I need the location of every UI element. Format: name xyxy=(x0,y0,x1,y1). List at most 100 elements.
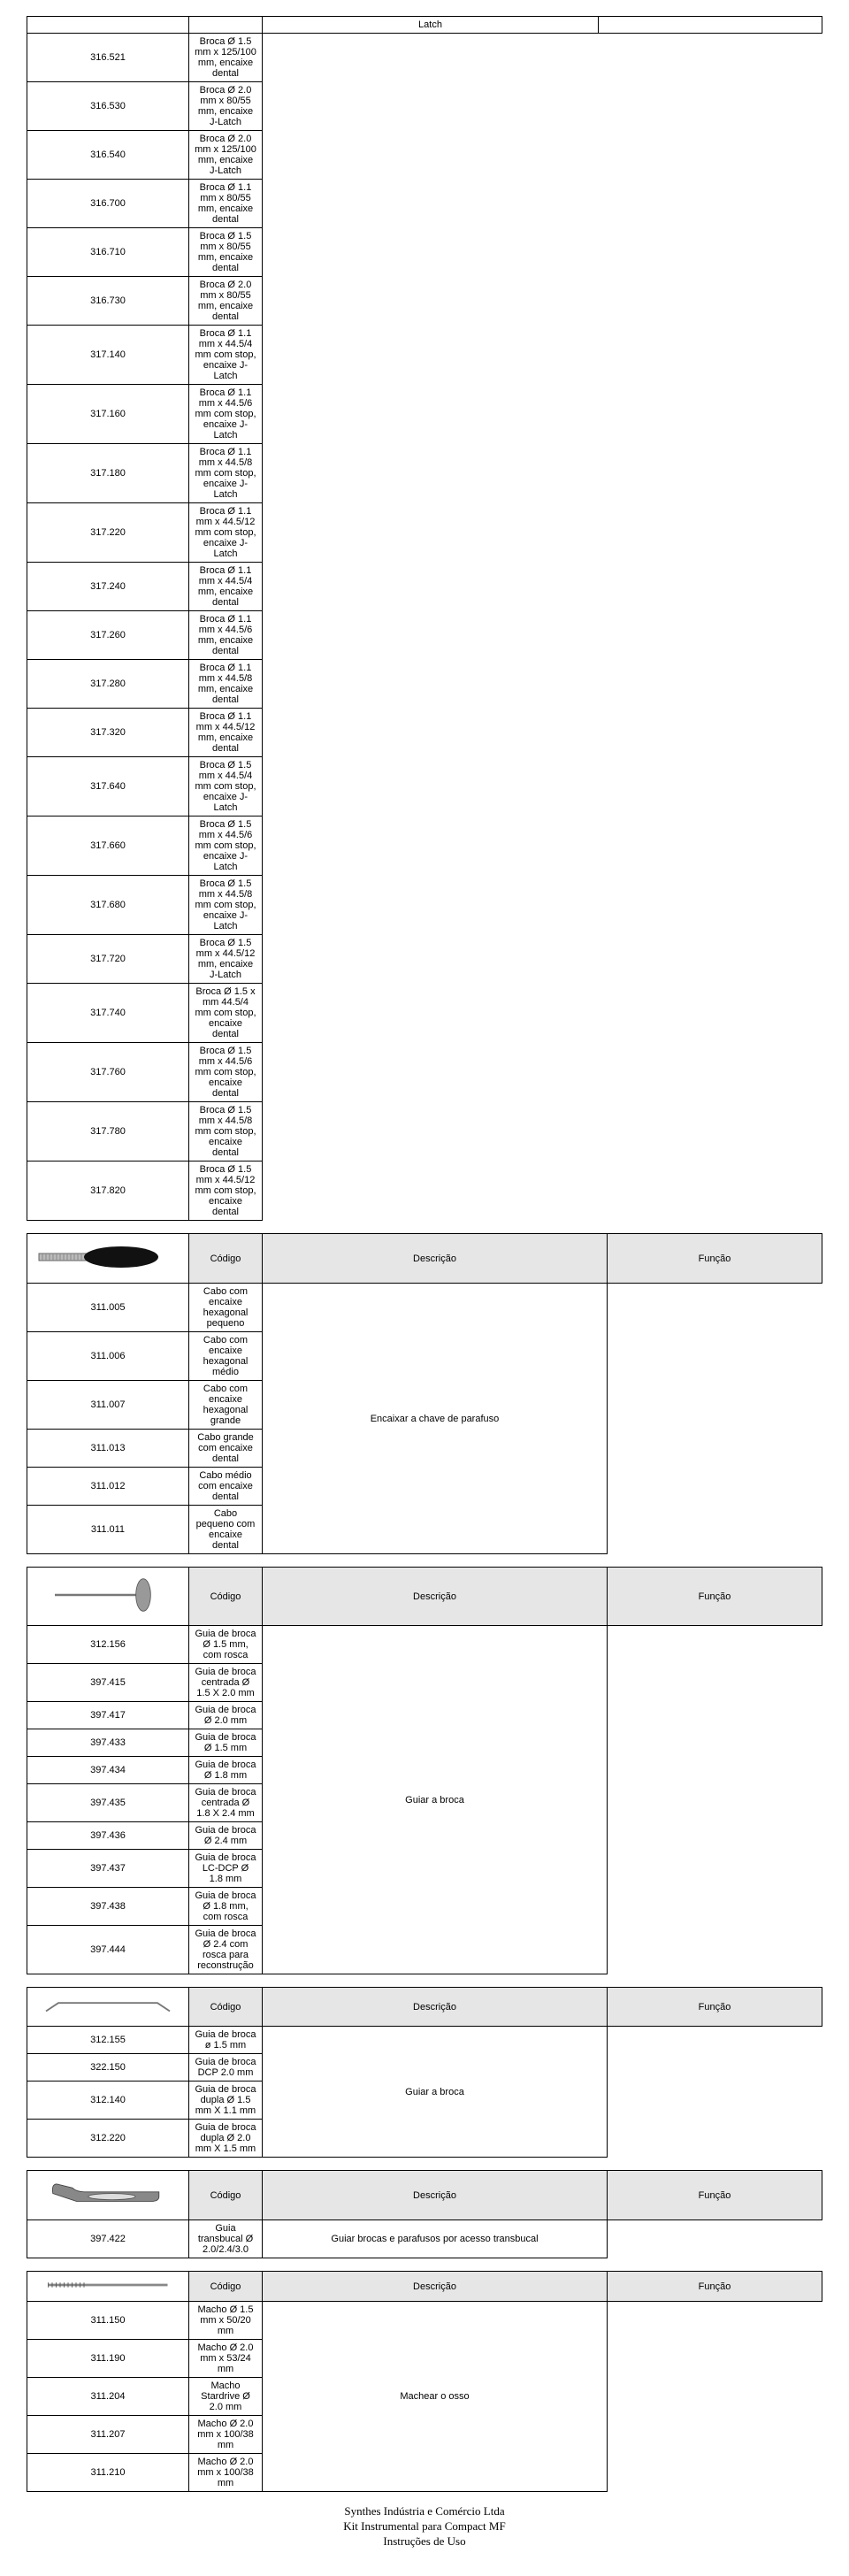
code-cell: 317.740 xyxy=(27,984,189,1043)
header-descricao: Descrição xyxy=(263,2272,608,2302)
desc-cell: Broca Ø 1.1 mm x 44.5/6 mm com stop, enc… xyxy=(189,385,263,444)
table-row: 316.710Broca Ø 1.5 mm x 80/55 mm, encaix… xyxy=(27,228,822,277)
desc-cell: Cabo com encaixe hexagonal médio xyxy=(189,1332,263,1381)
header-funcao: Função xyxy=(608,2171,822,2220)
transbucal-image xyxy=(27,2171,189,2220)
code-cell: 312.156 xyxy=(27,1626,189,1664)
drill-guide-image xyxy=(27,1568,189,1626)
code-cell: 317.680 xyxy=(27,876,189,935)
header-codigo: Código xyxy=(189,1988,263,2027)
desc-cell: Guia de broca Ø 2.0 mm xyxy=(189,1702,263,1729)
desc-cell: Broca Ø 1.5 mm x 44.5/8 mm com stop, enc… xyxy=(189,1102,263,1162)
table-row: 312.155Guia de broca ø 1.5 mmGuiar a bro… xyxy=(27,2027,822,2054)
code-cell: 316.710 xyxy=(27,228,189,277)
table-row: 317.680Broca Ø 1.5 mm x 44.5/8 mm com st… xyxy=(27,876,822,935)
code-cell: 317.180 xyxy=(27,444,189,503)
table-row: 317.760Broca Ø 1.5 mm x 44.5/6 mm com st… xyxy=(27,1043,822,1102)
table-row: 317.780Broca Ø 1.5 mm x 44.5/8 mm com st… xyxy=(27,1102,822,1162)
code-cell: 311.013 xyxy=(27,1430,189,1468)
table-row: 397.422Guia transbucal Ø 2.0/2.4/3.0Guia… xyxy=(27,2220,822,2258)
desc-cell: Broca Ø 1.5 mm x 80/55 mm, encaixe denta… xyxy=(189,228,263,277)
thin-guide-bar-icon xyxy=(37,1993,179,2018)
handle-image xyxy=(27,1234,189,1284)
table-row: 317.660Broca Ø 1.5 mm x 44.5/6 mm com st… xyxy=(27,816,822,876)
code-cell: 397.434 xyxy=(27,1757,189,1784)
desc-cell: Guia de broca Ø 1.5 mm xyxy=(189,1729,263,1757)
desc-cell: Broca Ø 1.1 mm x 44.5/4 mm com stop, enc… xyxy=(189,326,263,385)
desc-cell: Guia de broca Ø 2.4 mm xyxy=(189,1822,263,1850)
desc-cell: Broca Ø 1.5 mm x 44.5/12 mm com stop, en… xyxy=(189,1162,263,1221)
table-row: 317.640Broca Ø 1.5 mm x 44.5/4 mm com st… xyxy=(27,757,822,816)
desc-cell: Cabo pequeno com encaixe dental xyxy=(189,1506,263,1554)
desc-cell: Macho Ø 2.0 mm x 100/38 mm xyxy=(189,2416,263,2454)
code-cell: 317.640 xyxy=(27,757,189,816)
table-row: 317.320Broca Ø 1.1 mm x 44.5/12 mm, enca… xyxy=(27,709,822,757)
desc-cell: Broca Ø 1.1 mm x 44.5/8 mm, encaixe dent… xyxy=(189,660,263,709)
code-cell: 317.260 xyxy=(27,611,189,660)
desc-cell: Guia de broca LC-DCP Ø 1.8 mm xyxy=(189,1850,263,1888)
tool-handle-icon xyxy=(37,1239,179,1275)
header-funcao: Função xyxy=(608,1234,822,1284)
desc-cell: Cabo médio com encaixe dental xyxy=(189,1468,263,1506)
header-funcao: Função xyxy=(608,1568,822,1626)
header-funcao: Função xyxy=(608,1988,822,2027)
drill-table: Latch 316.521Broca Ø 1.5 mm x 125/100 mm… xyxy=(27,16,822,1221)
drill-guide-table-2: Código Descrição Função 312.155Guia de b… xyxy=(27,1987,822,2158)
code-cell: 311.190 xyxy=(27,2340,189,2378)
desc-cell: Broca Ø 1.1 mm x 44.5/4 mm, encaixe dent… xyxy=(189,563,263,611)
code-cell: 316.521 xyxy=(27,34,189,82)
image-placeholder-left xyxy=(27,17,189,34)
code-cell: 311.007 xyxy=(27,1381,189,1430)
desc-cell: Broca Ø 1.5 mm x 44.5/4 mm com stop, enc… xyxy=(189,757,263,816)
code-cell: 312.140 xyxy=(27,2082,189,2120)
desc-cell: Cabo grande com encaixe dental xyxy=(189,1430,263,1468)
table-row: 311.150Macho Ø 1.5 mm x 50/20 mmMachear … xyxy=(27,2302,822,2340)
table-row: 317.220Broca Ø 1.1 mm x 44.5/12 mm com s… xyxy=(27,503,822,563)
drill-guide-pin-icon xyxy=(37,1573,179,1617)
code-cell: 311.011 xyxy=(27,1506,189,1554)
desc-cell: Broca Ø 2.0 mm x 125/100 mm, encaixe J-L… xyxy=(189,131,263,180)
desc-cell: Guia de broca DCP 2.0 mm xyxy=(189,2054,263,2082)
header-descricao: Descrição xyxy=(263,1234,608,1284)
desc-cell: Broca Ø 1.1 mm x 44.5/12 mm com stop, en… xyxy=(189,503,263,563)
desc-cell: Guia de broca Ø 1.8 mm, com rosca xyxy=(189,1888,263,1926)
desc-cell: Guia transbucal Ø 2.0/2.4/3.0 xyxy=(189,2220,263,2258)
desc-cell: Broca Ø 1.1 mm x 80/55 mm, encaixe denta… xyxy=(189,180,263,228)
func-cell: Machear o osso xyxy=(263,2302,608,2492)
table-row: 317.160Broca Ø 1.1 mm x 44.5/6 mm com st… xyxy=(27,385,822,444)
header-descricao: Descrição xyxy=(263,1988,608,2027)
desc-cell: Guia de broca ø 1.5 mm xyxy=(189,2027,263,2054)
code-cell: 316.730 xyxy=(27,277,189,326)
desc-cell: Guia de broca centrada Ø 1.5 X 2.0 mm xyxy=(189,1664,263,1702)
desc-cell: Cabo com encaixe hexagonal pequeno xyxy=(189,1284,263,1332)
table-row: 316.530Broca Ø 2.0 mm x 80/55 mm, encaix… xyxy=(27,82,822,131)
desc-cell: Broca Ø 1.1 mm x 44.5/6 mm, encaixe dent… xyxy=(189,611,263,660)
header-funcao: Função xyxy=(608,2272,822,2302)
desc-cell: Macho Ø 1.5 mm x 50/20 mm xyxy=(189,2302,263,2340)
header-codigo: Código xyxy=(189,1234,263,1284)
table-row: 317.140Broca Ø 1.1 mm x 44.5/4 mm com st… xyxy=(27,326,822,385)
empty-cell xyxy=(189,17,263,34)
desc-cell: Broca Ø 1.1 mm x 44.5/8 mm com stop, enc… xyxy=(189,444,263,503)
desc-cell: Macho Stardrive Ø 2.0 mm xyxy=(189,2378,263,2416)
header-codigo: Código xyxy=(189,1568,263,1626)
func-cell: Encaixar a chave de parafuso xyxy=(263,1284,608,1554)
table-row: 316.700Broca Ø 1.1 mm x 80/55 mm, encaix… xyxy=(27,180,822,228)
code-cell: 317.320 xyxy=(27,709,189,757)
desc-cell: Broca Ø 1.5 mm x 44.5/8 mm com stop, enc… xyxy=(189,876,263,935)
code-cell: 322.150 xyxy=(27,2054,189,2082)
code-cell: 312.155 xyxy=(27,2027,189,2054)
func-cell: Guiar brocas e parafusos por acesso tran… xyxy=(263,2220,608,2258)
code-cell: 317.240 xyxy=(27,563,189,611)
bone-tap-icon xyxy=(37,2277,179,2293)
code-cell: 317.780 xyxy=(27,1102,189,1162)
desc-cell: Cabo com encaixe hexagonal grande xyxy=(189,1381,263,1430)
table-row: 316.730Broca Ø 2.0 mm x 80/55 mm, encaix… xyxy=(27,277,822,326)
thin-guide-image xyxy=(27,1988,189,2027)
footer-line-2: Kit Instrumental para Compact MF xyxy=(27,2519,822,2534)
desc-cell: Broca Ø 1.1 mm x 44.5/12 mm, encaixe den… xyxy=(189,709,263,757)
footer-line-3: Instruções de Uso xyxy=(27,2534,822,2549)
code-cell: 317.760 xyxy=(27,1043,189,1102)
code-cell: 311.006 xyxy=(27,1332,189,1381)
code-cell: 397.438 xyxy=(27,1888,189,1926)
